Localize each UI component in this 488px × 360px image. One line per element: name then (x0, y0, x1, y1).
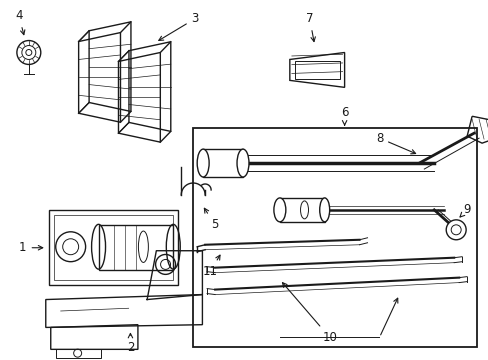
Bar (203, 149, 243, 177)
Bar (99, 225, 173, 270)
Circle shape (450, 225, 460, 235)
Ellipse shape (319, 198, 329, 222)
Text: 4: 4 (15, 9, 25, 35)
Text: 11: 11 (202, 255, 220, 278)
Text: 3: 3 (159, 12, 199, 40)
Bar (294, 61, 339, 78)
Ellipse shape (197, 149, 209, 177)
Text: 2: 2 (126, 333, 134, 354)
Circle shape (446, 220, 465, 240)
Ellipse shape (273, 198, 285, 222)
Text: 10: 10 (282, 283, 336, 344)
Bar (193, 128, 476, 347)
Bar (279, 198, 324, 222)
Bar (49, 210, 178, 285)
Text: 6: 6 (340, 106, 347, 125)
Text: 8: 8 (375, 132, 415, 154)
Text: 9: 9 (459, 203, 470, 217)
Text: 5: 5 (204, 208, 218, 231)
Bar (54, 215, 173, 280)
Text: 7: 7 (305, 12, 315, 41)
Ellipse shape (300, 201, 308, 219)
Ellipse shape (237, 149, 248, 177)
Text: 1: 1 (19, 241, 42, 254)
